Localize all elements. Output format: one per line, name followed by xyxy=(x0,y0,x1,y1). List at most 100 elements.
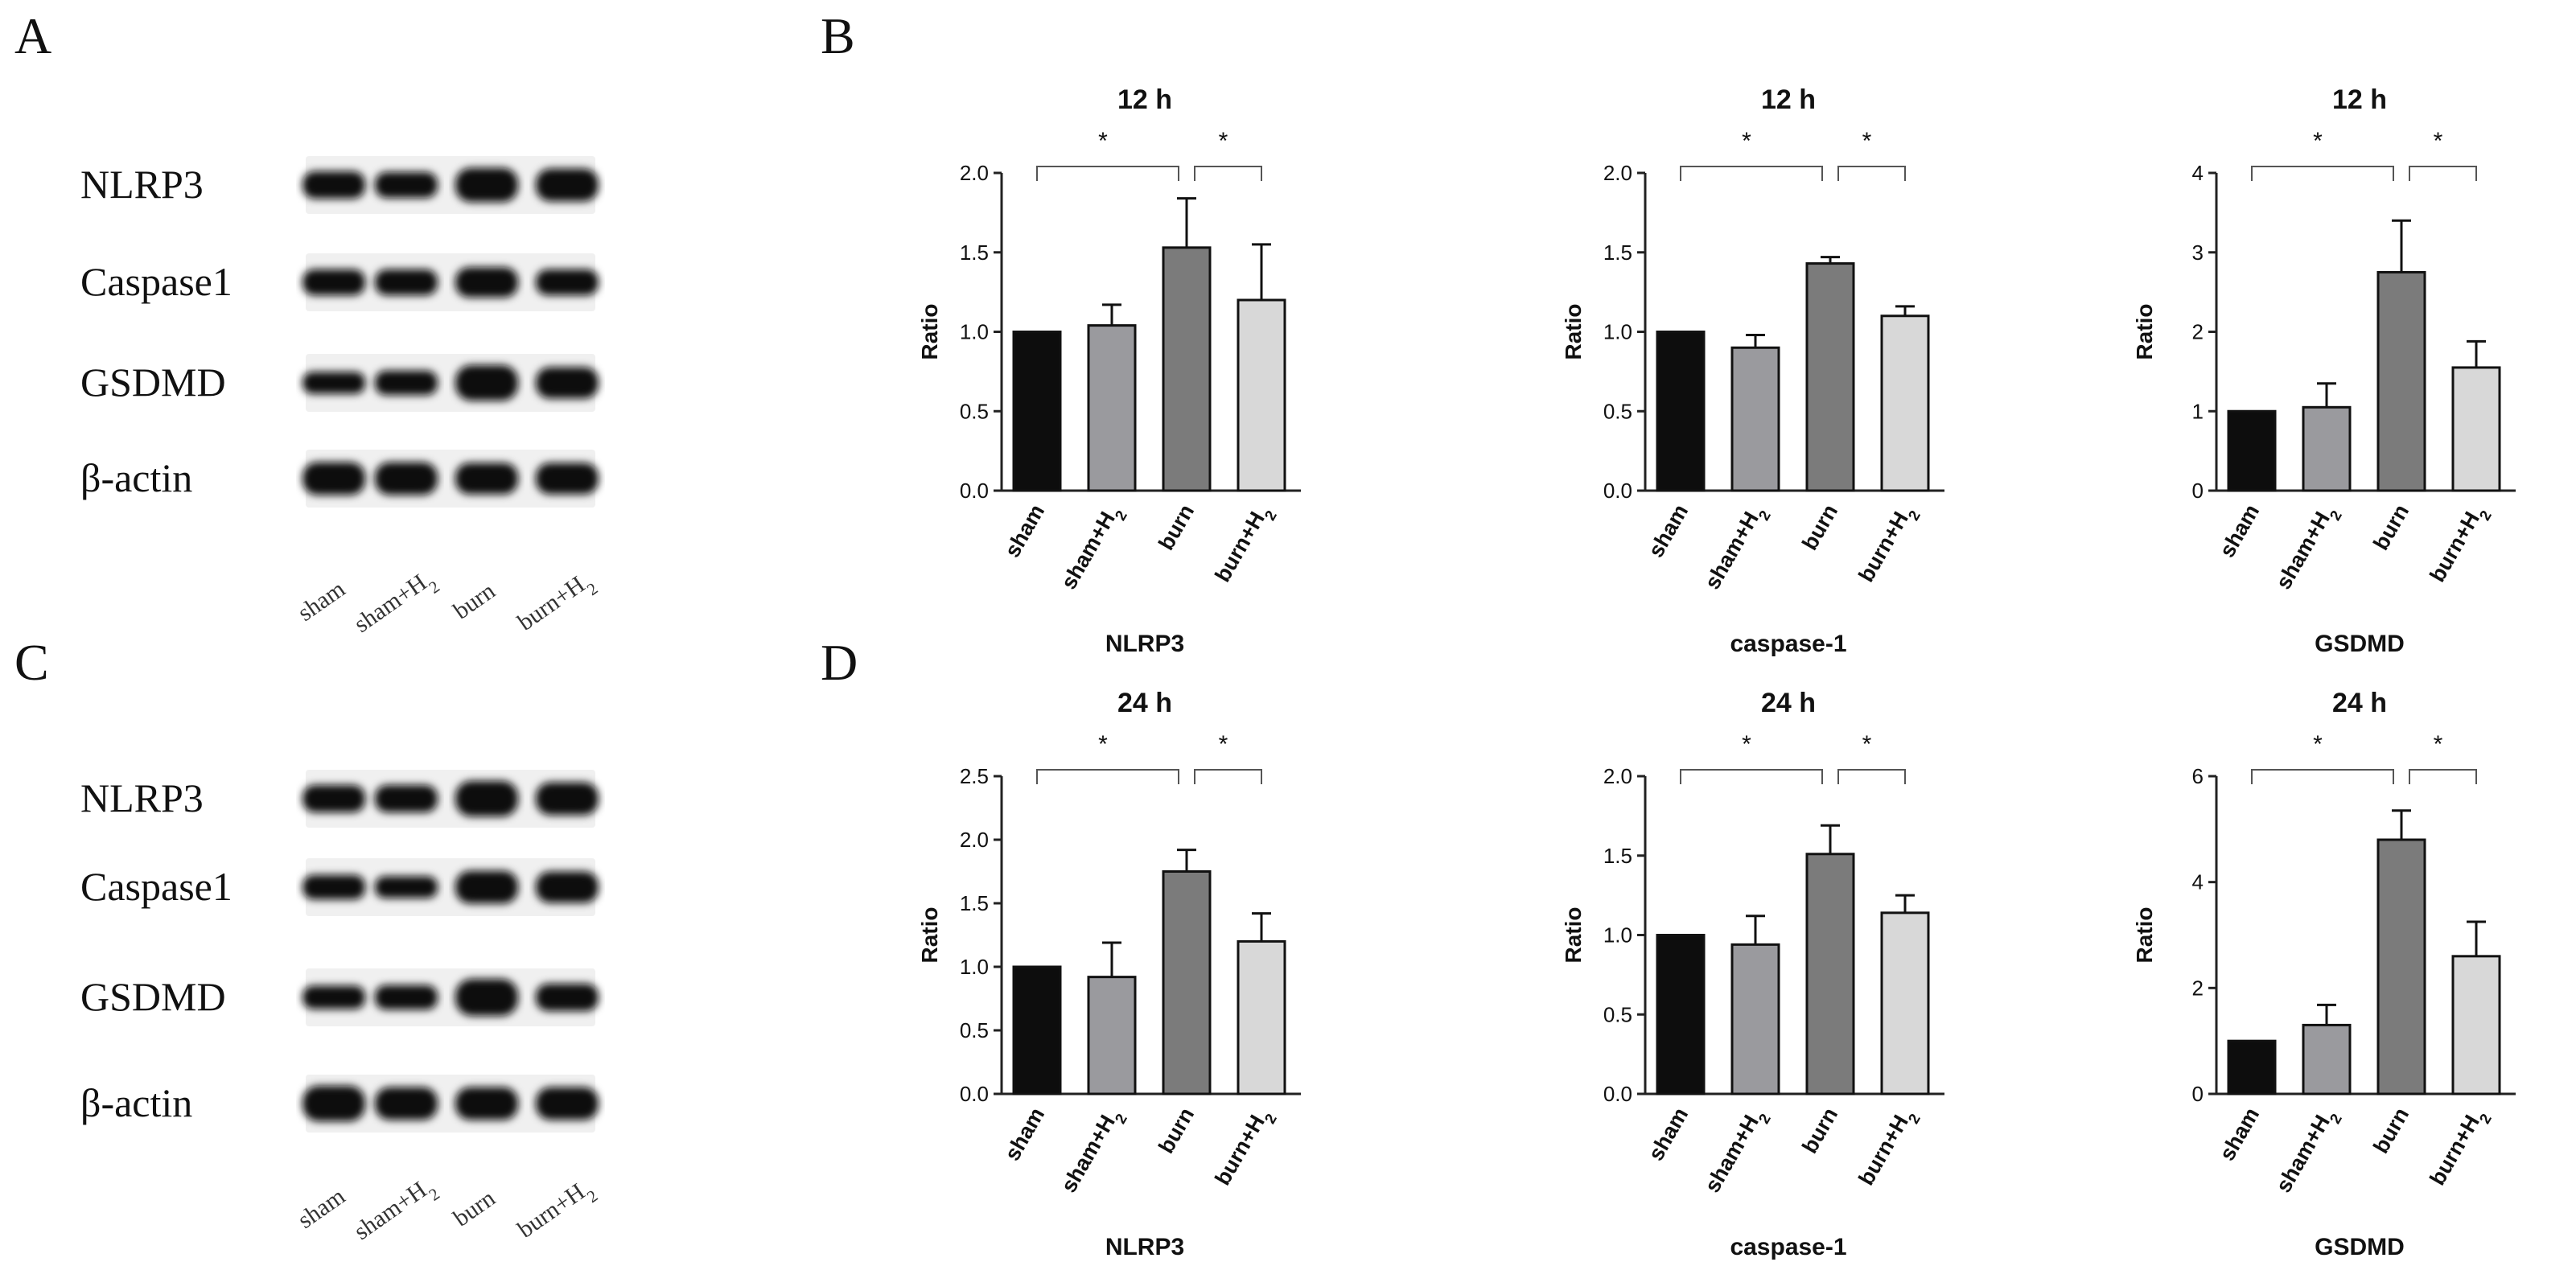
blot-band xyxy=(536,1087,599,1120)
y-axis-label: Ratio xyxy=(1561,907,1586,964)
significance-marker: * xyxy=(2313,731,2323,758)
blot-label-actin: β-actin xyxy=(80,455,192,500)
y-tick-label: 6 xyxy=(2192,764,2204,788)
x-axis-title: GSDMD xyxy=(2315,631,2405,657)
bar-sham xyxy=(2227,409,2277,492)
lane-label-burn: burn xyxy=(449,1185,500,1232)
chart-title: 24 h xyxy=(1117,688,1172,718)
x-tick-label-sham: sham xyxy=(2215,1104,2264,1165)
bar-burn-h2 xyxy=(1237,298,1286,492)
blot-band xyxy=(375,985,438,1010)
bar-sham xyxy=(1656,934,1706,1096)
bar-burn-h2 xyxy=(1880,314,1930,492)
x-tick-label-sham-h2: sham+H2 xyxy=(1700,500,1774,597)
significance-bracket xyxy=(1680,769,1823,784)
bar-sham-h2 xyxy=(1730,346,1780,492)
x-tick-label-sham: sham xyxy=(1000,500,1049,561)
blot-strip xyxy=(306,156,595,214)
bar-burn xyxy=(1162,246,1212,492)
blot-band xyxy=(536,367,599,399)
x-tick-label-sham-h2: sham+H2 xyxy=(2271,1104,2345,1200)
blot-strip xyxy=(306,770,595,828)
y-axis-label: Ratio xyxy=(917,304,942,360)
bar-sham-h2 xyxy=(2302,405,2352,492)
blot-band xyxy=(302,372,365,394)
x-tick-label-burn-h2: burn+H2 xyxy=(1210,500,1280,590)
y-tick-label: 4 xyxy=(2192,161,2204,185)
significance-bracket xyxy=(1194,769,1262,784)
significance-bracket xyxy=(1036,769,1179,784)
blot-strip xyxy=(306,968,595,1026)
x-tick-label-burn: burn xyxy=(1154,500,1199,554)
blot-band xyxy=(302,269,365,296)
blot-band xyxy=(375,462,438,495)
panel-letter-a: A xyxy=(14,7,51,64)
y-axis-label: Ratio xyxy=(917,907,942,964)
blot-band xyxy=(455,979,518,1016)
significance-bracket xyxy=(1036,166,1179,181)
y-tick-label: 0.5 xyxy=(960,399,989,423)
panel-letter-b: B xyxy=(821,7,855,64)
bar-burn xyxy=(2376,270,2426,492)
blot-label-nlrp3: NLRP3 xyxy=(80,162,204,207)
bar-chart-nlrp3-24h: 24 h 0.0 0.5 1.0 1.5 2.0 2.5 Ratio sham sham+H2 bu… xyxy=(917,688,1301,1260)
bar-sham xyxy=(1656,331,1706,492)
significance-marker: * xyxy=(1862,731,1872,758)
significance-marker: * xyxy=(2434,731,2443,758)
x-tick-label-burn: burn xyxy=(1154,1104,1199,1157)
significance-marker: * xyxy=(1219,731,1228,758)
y-tick-label: 1.0 xyxy=(1603,320,1632,344)
y-tick-label: 1.0 xyxy=(1603,923,1632,948)
chart-title: 12 h xyxy=(2332,84,2387,115)
blot-band xyxy=(536,782,599,816)
significance-marker: * xyxy=(1219,128,1228,154)
chart-title: 24 h xyxy=(1761,688,1816,718)
y-axis-label: Ratio xyxy=(1561,304,1586,360)
y-tick-label: 0.0 xyxy=(1603,479,1632,503)
lane-label-sham-h2: sham+H2 xyxy=(349,564,443,644)
x-axis-title: NLRP3 xyxy=(1105,631,1184,657)
y-tick-label: 1 xyxy=(2192,399,2204,423)
y-tick-label: 2.5 xyxy=(960,764,989,788)
y-tick-label: 0.5 xyxy=(1603,399,1632,423)
lane-label-sham-h2: sham+H2 xyxy=(349,1171,443,1252)
bar-burn-h2 xyxy=(2451,366,2501,492)
significance-marker: * xyxy=(1742,731,1751,758)
x-tick-label-burn-h2: burn+H2 xyxy=(2425,1104,2495,1193)
blot-strip xyxy=(306,858,595,916)
blot-band xyxy=(375,1087,438,1120)
blot-strip xyxy=(306,253,595,311)
blot-band xyxy=(536,984,599,1011)
blot-band xyxy=(455,267,518,298)
y-tick-label: 0.0 xyxy=(960,1082,989,1106)
blot-strip xyxy=(306,354,595,412)
bar-chart-nlrp3-12h: 12 h 0.0 0.5 1.0 1.5 2.0 Ratio sham sham+H2 burn b… xyxy=(917,84,1301,657)
y-axis-label: Ratio xyxy=(2132,907,2157,964)
blot-label-nlrp3: NLRP3 xyxy=(80,775,204,820)
blot-band xyxy=(302,1085,365,1122)
y-tick-label: 0 xyxy=(2192,1082,2204,1106)
blot-band xyxy=(536,871,599,903)
x-tick-label-burn: burn xyxy=(2368,500,2413,554)
x-tick-label-sham-h2: sham+H2 xyxy=(1056,500,1130,597)
y-tick-label: 1.5 xyxy=(1603,844,1632,868)
y-tick-label: 1.0 xyxy=(960,320,989,344)
significance-bracket xyxy=(2251,166,2394,181)
y-tick-label: 0.5 xyxy=(960,1018,989,1042)
bar-chart-gsdmd-12h: 12 h 0 1 2 3 4 Ratio sham sham+H2 burn burn+H2 GSDM… xyxy=(2132,84,2516,657)
x-tick-label-sham: sham xyxy=(2215,500,2264,561)
y-tick-label: 3 xyxy=(2192,240,2204,265)
bar-burn xyxy=(1805,262,1855,492)
bar-sham-h2 xyxy=(1087,976,1137,1096)
bar-burn-h2 xyxy=(1237,939,1286,1096)
x-tick-label-sham: sham xyxy=(1644,500,1693,561)
bar-sham-h2 xyxy=(2302,1023,2352,1096)
significance-bracket xyxy=(1194,166,1262,181)
lane-label-burn-h2: burn+H2 xyxy=(512,1174,601,1250)
x-axis-title: caspase-1 xyxy=(1730,631,1846,657)
x-tick-label-burn-h2: burn+H2 xyxy=(2425,500,2495,590)
chart-title: 24 h xyxy=(2332,688,2387,718)
x-tick-label-burn: burn xyxy=(1797,1104,1842,1157)
